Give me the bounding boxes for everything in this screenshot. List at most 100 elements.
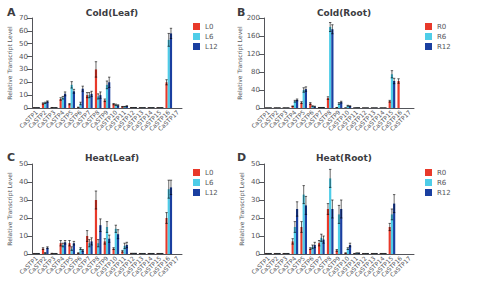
- svg-text:CaSTP4: CaSTP4: [44, 108, 66, 130]
- svg-text:CaSTP17: CaSTP17: [388, 254, 412, 278]
- svg-text:Heat(Root): Heat(Root): [316, 153, 372, 163]
- svg-text:0: 0: [24, 104, 28, 112]
- svg-text:CaSTP17: CaSTP17: [156, 254, 180, 278]
- svg-text:CaSTP14: CaSTP14: [129, 254, 154, 279]
- svg-text:CaSTP16: CaSTP16: [379, 108, 404, 133]
- svg-text:C: C: [7, 151, 15, 164]
- svg-text:40: 40: [251, 178, 260, 186]
- svg-text:40: 40: [251, 86, 260, 94]
- svg-text:CaSTP5: CaSTP5: [53, 108, 75, 130]
- svg-text:CaSTP12: CaSTP12: [344, 108, 368, 133]
- svg-text:B: B: [237, 6, 245, 19]
- svg-text:CaSTP2: CaSTP2: [26, 108, 48, 130]
- svg-text:CaSTP12: CaSTP12: [112, 108, 136, 133]
- svg-text:CaSTP14: CaSTP14: [361, 108, 386, 133]
- svg-text:CaSTP14: CaSTP14: [129, 108, 154, 133]
- svg-text:CaSTP13: CaSTP13: [353, 254, 377, 279]
- svg-text:CaSTP2: CaSTP2: [26, 254, 48, 276]
- svg-text:CaSTP1: CaSTP1: [17, 254, 39, 276]
- svg-text:20: 20: [251, 214, 260, 222]
- svg-text:CaSTP16: CaSTP16: [379, 254, 404, 279]
- svg-text:70: 70: [19, 14, 28, 22]
- svg-text:R6: R6: [437, 179, 447, 187]
- svg-text:CaSTP13: CaSTP13: [353, 108, 377, 133]
- svg-text:L6: L6: [205, 179, 214, 187]
- svg-text:10: 10: [19, 232, 28, 240]
- svg-text:CaSTP16: CaSTP16: [147, 254, 172, 279]
- svg-text:CaSTP12: CaSTP12: [344, 254, 368, 279]
- svg-text:50: 50: [19, 40, 28, 48]
- svg-text:R12: R12: [437, 43, 451, 51]
- svg-text:30: 30: [19, 196, 28, 204]
- svg-text:Relative Transcript Level: Relative Transcript Level: [6, 172, 14, 246]
- svg-text:CaSTP3: CaSTP3: [267, 108, 289, 130]
- svg-text:Heat(Leaf): Heat(Leaf): [85, 153, 139, 163]
- svg-text:D: D: [237, 151, 246, 164]
- svg-text:A: A: [7, 6, 16, 19]
- svg-text:CaSTP10: CaSTP10: [94, 108, 119, 133]
- svg-text:10: 10: [19, 91, 28, 99]
- svg-text:30: 30: [251, 196, 260, 204]
- svg-text:30: 30: [19, 65, 28, 73]
- svg-text:40: 40: [19, 53, 28, 61]
- svg-text:60: 60: [19, 27, 28, 35]
- svg-text:CaSTP8: CaSTP8: [311, 108, 333, 130]
- svg-text:CaSTP1: CaSTP1: [17, 108, 39, 130]
- svg-text:CaSTP1: CaSTP1: [249, 108, 271, 130]
- svg-text:CaSTP17: CaSTP17: [388, 108, 412, 132]
- svg-text:CaSTP10: CaSTP10: [326, 108, 351, 133]
- svg-text:R12: R12: [437, 189, 451, 197]
- svg-text:CaSTP10: CaSTP10: [94, 254, 119, 279]
- svg-text:CaSTP7: CaSTP7: [302, 108, 324, 130]
- svg-text:CaSTP15: CaSTP15: [370, 108, 395, 133]
- svg-text:20: 20: [19, 78, 28, 86]
- svg-text:0: 0: [24, 250, 28, 258]
- svg-text:CaSTP11: CaSTP11: [103, 108, 128, 133]
- svg-text:CaSTP11: CaSTP11: [335, 108, 360, 133]
- svg-text:0: 0: [256, 104, 260, 112]
- svg-text:CaSTP16: CaSTP16: [147, 108, 172, 133]
- svg-text:160: 160: [247, 32, 260, 40]
- svg-text:Relative Transcript Level: Relative Transcript Level: [236, 26, 244, 100]
- svg-text:10: 10: [251, 232, 260, 240]
- svg-text:CaSTP13: CaSTP13: [121, 108, 145, 133]
- svg-text:CaSTP17: CaSTP17: [156, 108, 180, 132]
- svg-text:R0: R0: [437, 23, 446, 31]
- svg-text:L12: L12: [205, 189, 218, 197]
- svg-text:Relative Transcript Level: Relative Transcript Level: [6, 26, 14, 100]
- svg-text:0: 0: [256, 250, 260, 258]
- svg-text:R6: R6: [437, 33, 447, 41]
- svg-text:CaSTP15: CaSTP15: [138, 254, 163, 279]
- svg-text:CaSTP2: CaSTP2: [258, 108, 280, 130]
- svg-text:Cold(Root): Cold(Root): [317, 8, 371, 18]
- svg-text:120: 120: [247, 50, 260, 58]
- svg-text:L0: L0: [205, 23, 213, 31]
- svg-text:L6: L6: [205, 33, 214, 41]
- svg-text:CaSTP15: CaSTP15: [370, 254, 395, 279]
- svg-text:50: 50: [251, 160, 260, 168]
- svg-text:Cold(Leaf): Cold(Leaf): [86, 8, 138, 18]
- svg-text:Relative Transcript Level: Relative Transcript Level: [238, 172, 246, 246]
- svg-text:CaSTP5: CaSTP5: [285, 108, 307, 130]
- svg-text:CaSTP12: CaSTP12: [112, 254, 136, 279]
- svg-text:CaSTP7: CaSTP7: [70, 108, 92, 130]
- svg-text:CaSTP11: CaSTP11: [103, 254, 128, 279]
- svg-text:CaSTP9: CaSTP9: [320, 108, 342, 130]
- svg-text:CaSTP3: CaSTP3: [35, 108, 57, 130]
- svg-text:CaSTP13: CaSTP13: [121, 254, 145, 279]
- svg-text:40: 40: [19, 178, 28, 186]
- svg-text:CaSTP10: CaSTP10: [326, 254, 351, 279]
- svg-text:50: 50: [19, 160, 28, 168]
- svg-text:L0: L0: [205, 169, 213, 177]
- svg-text:CaSTP14: CaSTP14: [361, 254, 386, 279]
- svg-text:CaSTP9: CaSTP9: [88, 108, 110, 130]
- svg-text:L12: L12: [205, 43, 218, 51]
- svg-text:200: 200: [247, 14, 260, 22]
- svg-text:CaSTP15: CaSTP15: [138, 108, 163, 133]
- svg-text:80: 80: [251, 68, 260, 76]
- svg-text:CaSTP4: CaSTP4: [276, 108, 298, 130]
- svg-text:R0: R0: [437, 169, 446, 177]
- svg-text:CaSTP11: CaSTP11: [335, 254, 360, 279]
- svg-text:20: 20: [19, 214, 28, 222]
- svg-text:CaSTP8: CaSTP8: [79, 108, 101, 130]
